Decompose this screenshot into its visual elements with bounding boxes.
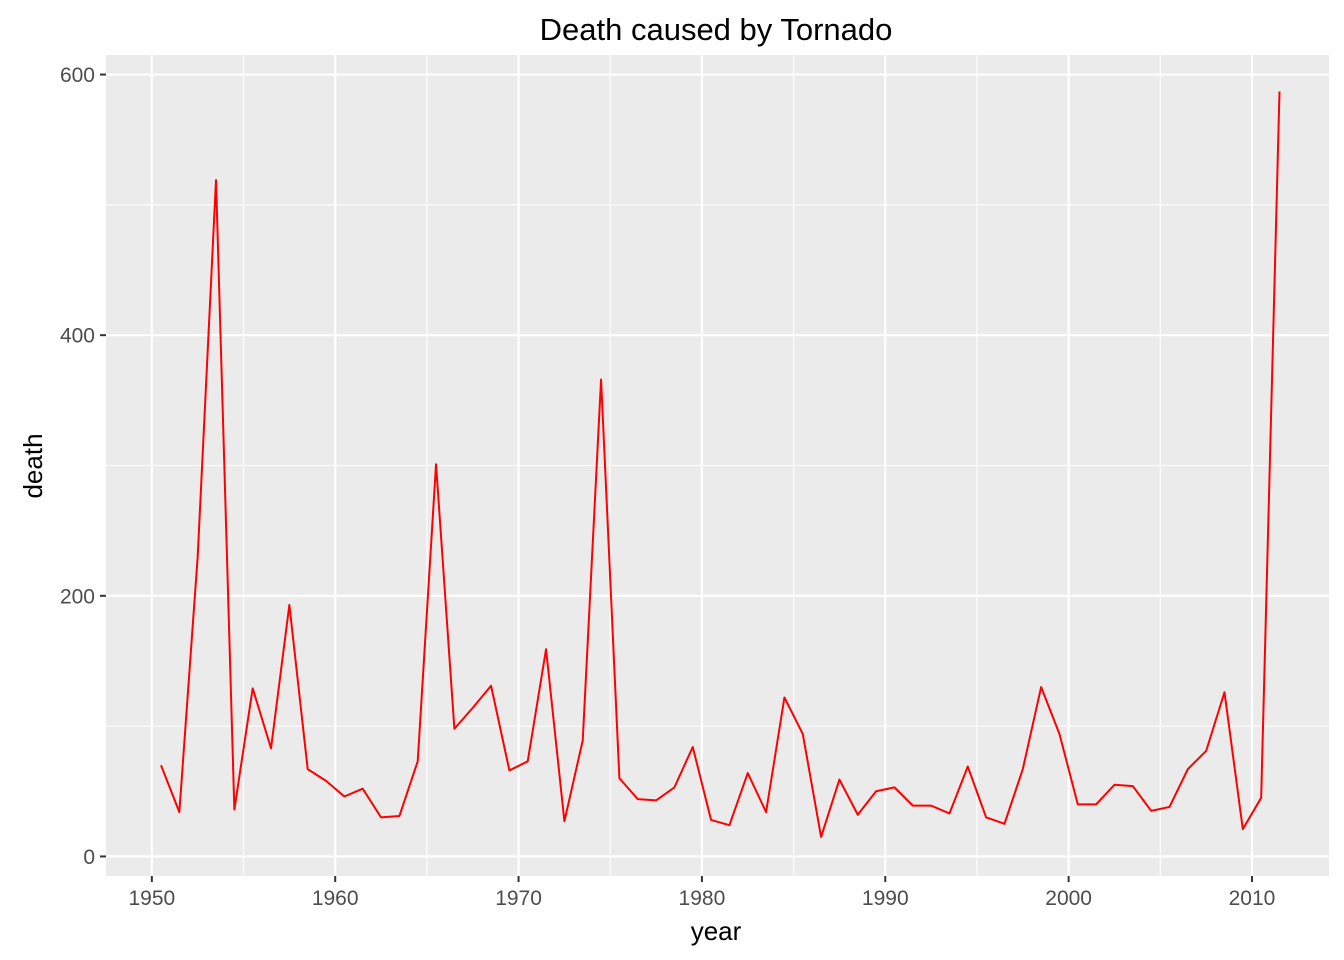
y-axis-title: death xyxy=(18,433,48,498)
series-line xyxy=(160,91,1281,838)
y-tick-label: 400 xyxy=(60,325,95,348)
x-tick-label: 1990 xyxy=(862,887,909,910)
x-axis: 1950 1960 1970 1980 1990 2000 2010 xyxy=(128,876,1275,910)
x-tick-label: 1980 xyxy=(679,887,726,910)
y-tick-label: 200 xyxy=(60,585,95,608)
x-tick-label: 2010 xyxy=(1229,887,1276,910)
x-tick-label: 1970 xyxy=(495,887,542,910)
series-layer xyxy=(160,91,1281,838)
chart-title: Death caused by Tornado xyxy=(540,12,893,47)
minor-gridlines xyxy=(106,55,1329,876)
y-tick-label: 0 xyxy=(83,846,95,869)
x-tick-label: 1950 xyxy=(128,887,175,910)
major-gridlines xyxy=(106,55,1329,876)
y-tick-label: 600 xyxy=(60,64,95,87)
y-axis: 0 200 400 600 xyxy=(60,64,106,869)
x-tick-label: 1960 xyxy=(312,887,359,910)
x-axis-title: year xyxy=(691,916,742,946)
x-tick-label: 2000 xyxy=(1045,887,1092,910)
